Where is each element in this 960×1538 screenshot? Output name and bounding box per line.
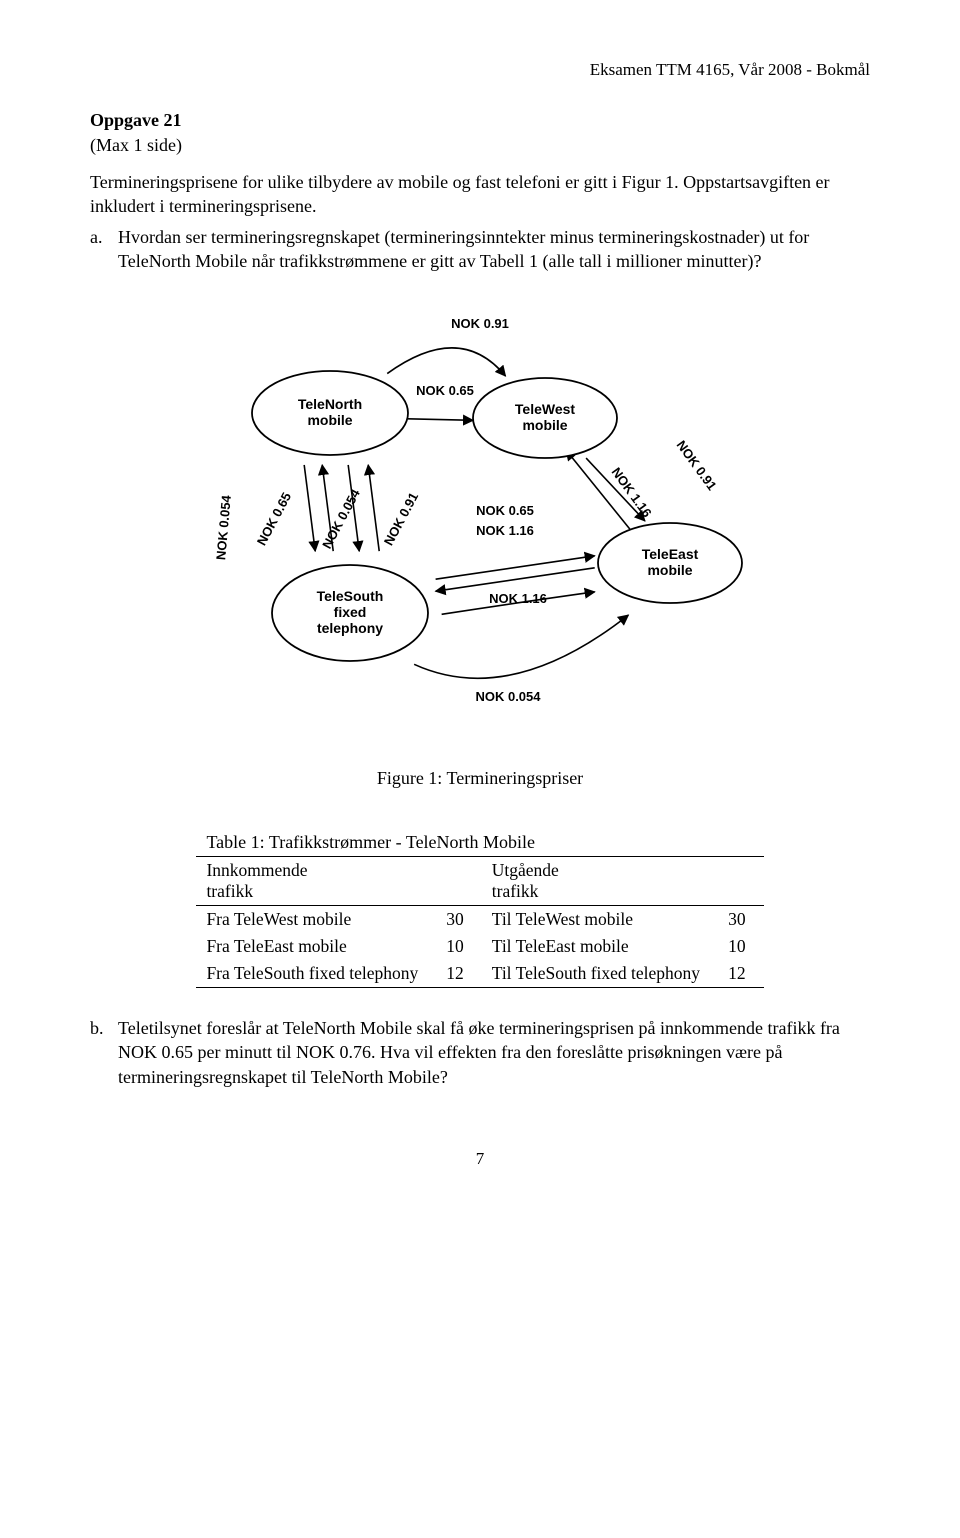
page-header: Eksamen TTM 4165, Vår 2008 - Bokmål	[90, 60, 870, 80]
table-row: Fra TeleSouth fixed telephony12Til TeleS…	[196, 960, 763, 988]
table-row: Fra TeleWest mobile30Til TeleWest mobile…	[196, 906, 763, 934]
svg-text:NOK 0.054: NOK 0.054	[475, 689, 541, 704]
svg-text:TeleWest: TeleWest	[515, 401, 576, 417]
svg-text:telephony: telephony	[317, 620, 383, 636]
cell-in-val: 12	[428, 960, 482, 988]
svg-text:mobile: mobile	[522, 417, 567, 433]
cell-out-val: 12	[710, 960, 764, 988]
cell-in-val: 30	[428, 906, 482, 934]
section-subtitle: (Max 1 side)	[90, 135, 870, 156]
svg-text:mobile: mobile	[647, 562, 692, 578]
table-title: Table 1: Trafikkstrømmer - TeleNorth Mob…	[196, 829, 763, 857]
question-b-text: Teletilsynet foreslår at TeleNorth Mobil…	[118, 1016, 870, 1089]
svg-text:TeleEast: TeleEast	[642, 546, 699, 562]
cell-out-label: Til TeleEast mobile	[482, 933, 710, 960]
section-title: Oppgave 21	[90, 110, 870, 131]
cell-in-label: Fra TeleSouth fixed telephony	[196, 960, 428, 988]
cell-out-label: Til TeleWest mobile	[482, 906, 710, 934]
cell-out-val: 30	[710, 906, 764, 934]
table-col-in: Innkommendetrafikk	[196, 857, 481, 906]
page-number: 7	[90, 1149, 870, 1169]
svg-text:NOK 0.91: NOK 0.91	[381, 490, 421, 548]
cell-in-label: Fra TeleWest mobile	[196, 906, 428, 934]
svg-text:mobile: mobile	[307, 412, 352, 428]
question-b: b. Teletilsynet foreslår at TeleNorth Mo…	[90, 1016, 870, 1089]
svg-text:NOK 1.16: NOK 1.16	[489, 591, 547, 606]
table-row: Fra TeleEast mobile10Til TeleEast mobile…	[196, 933, 763, 960]
svg-text:fixed: fixed	[334, 604, 367, 620]
cell-in-val: 10	[428, 933, 482, 960]
svg-text:NOK 0.91: NOK 0.91	[674, 438, 720, 494]
svg-text:NOK 0.65: NOK 0.65	[254, 490, 294, 548]
cell-out-label: Til TeleSouth fixed telephony	[482, 960, 710, 988]
figure-1-svg: TeleNorthmobileTeleWestmobileTeleEastmob…	[170, 303, 790, 743]
svg-text:NOK 0.054: NOK 0.054	[213, 494, 234, 561]
svg-text:NOK 0.91: NOK 0.91	[451, 316, 509, 331]
cell-in-label: Fra TeleEast mobile	[196, 933, 428, 960]
question-a-label: a.	[90, 225, 118, 274]
figure-1: TeleNorthmobileTeleWestmobileTeleEastmob…	[90, 303, 870, 748]
question-b-label: b.	[90, 1016, 118, 1089]
svg-text:NOK 0.65: NOK 0.65	[476, 503, 534, 518]
cell-out-val: 10	[710, 933, 764, 960]
table-1: Table 1: Trafikkstrømmer - TeleNorth Mob…	[196, 829, 763, 988]
figure-1-caption: Figure 1: Termineringspriser	[90, 768, 870, 789]
svg-text:NOK 0.65: NOK 0.65	[416, 383, 474, 398]
intro-paragraph: Termineringsprisene for ulike tilbydere …	[90, 170, 870, 219]
svg-text:TeleNorth: TeleNorth	[298, 396, 362, 412]
svg-text:TeleSouth: TeleSouth	[317, 588, 384, 604]
question-a-text: Hvordan ser termineringsregnskapet (term…	[118, 225, 870, 274]
question-a: a. Hvordan ser termineringsregnskapet (t…	[90, 225, 870, 274]
svg-text:NOK 1.16: NOK 1.16	[476, 523, 534, 538]
table-col-out: Utgåendetrafikk	[482, 857, 764, 906]
